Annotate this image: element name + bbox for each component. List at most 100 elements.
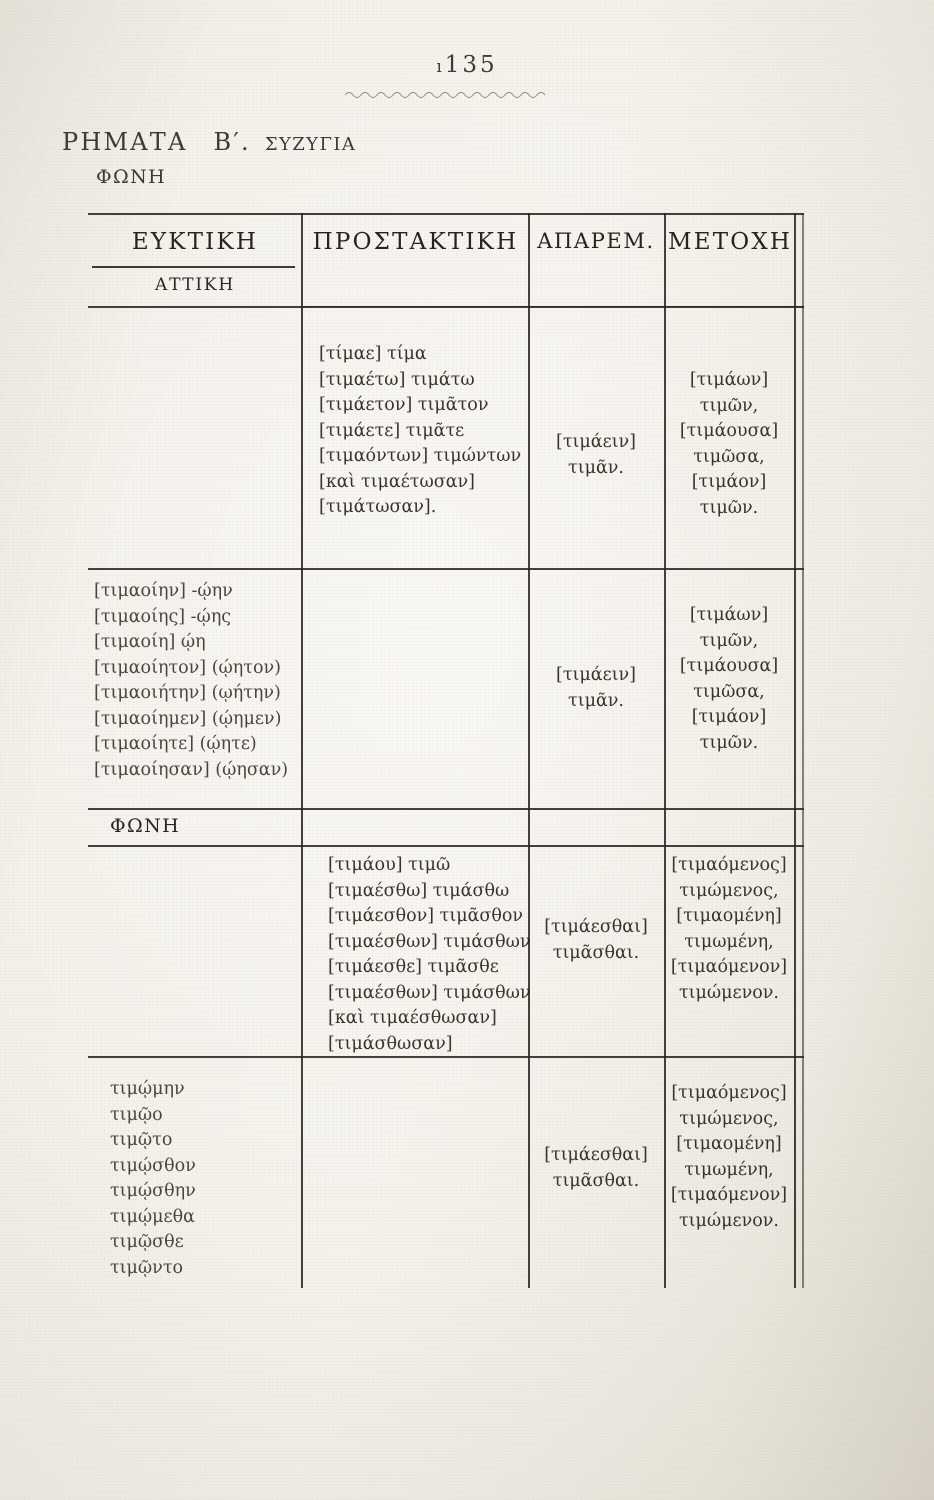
verb-form-line: τιμῷτο xyxy=(110,1130,173,1150)
header-participle: ΜΕΤΟΧΗ xyxy=(668,229,793,255)
verb-form-line: [τιμαοίης] -ῴης xyxy=(94,606,232,627)
verb-form-line: τιμᾶν. xyxy=(568,457,624,478)
verb-form-line: [τίμαε] τίμα xyxy=(319,344,427,364)
verb-form-line: [τιμαόμενος] xyxy=(671,855,787,875)
verb-form-line: [τιμαόμενον] xyxy=(670,1185,788,1205)
verb-form-line: [τιμάων] xyxy=(689,370,769,390)
verb-form-line: [τιμαόντων] τιμώντων xyxy=(319,446,522,466)
row4-optative-cell: τιμῴμην τιμῷο τιμῷτο τιμῴσθον τιμῴσθην τιμῴμε… xyxy=(110,1077,196,1281)
subheader-attic: ΑΤΤΙΚΗ xyxy=(155,275,235,295)
verb-form-line: [τιμάετε] τιμᾶτε xyxy=(319,420,465,441)
verb-form-line: [τιμαοίην] -ῴην xyxy=(94,581,233,601)
verb-form-line: [τιμάουσα] xyxy=(679,421,779,441)
page-number-value: 135 xyxy=(444,52,498,78)
folio-squiggle-ornament xyxy=(345,92,545,98)
verb-form-line: [τιμάειν] xyxy=(556,432,636,452)
row3-infinitive-cell: [τιμάεσθαι] τιμᾶσθαι. xyxy=(530,915,662,966)
optative-header-underline xyxy=(92,266,295,268)
verb-form-line: τιμώμενος, xyxy=(679,1108,779,1129)
verb-form-line: τιμῷντο xyxy=(110,1257,184,1278)
row2-participle-cell: [τιμάων] τιμῶν, [τιμάουσα] τιμῶσα, [τιμάον] τ… xyxy=(666,603,792,756)
running-head-smallcaps: ΣΥΖΥΓΙΑ xyxy=(264,134,357,155)
verb-form-line: [τιμαόμενος] xyxy=(671,1083,787,1103)
verb-form-line: [τιμαοίημεν] (ῴημεν) xyxy=(94,708,282,729)
running-head: ΡΗΜΑΤΑ Β′. ΣΥΖΥΓΙΑ xyxy=(62,128,356,156)
row4-participle-cell: [τιμαόμενος] τιμώμενος, [τιμαομένη] τιμωμέν… xyxy=(666,1081,792,1234)
row2-bottom-rule xyxy=(88,808,804,810)
verb-form-line: [τιμάεσθαι] xyxy=(544,917,648,937)
verb-form-line: τιμῴσθην xyxy=(110,1181,196,1201)
running-head-conjugation: Β′. xyxy=(213,128,251,156)
verb-form-line: τιμᾶσθαι. xyxy=(552,942,640,963)
verb-form-line: τιμῴμεθα xyxy=(110,1206,195,1227)
header-imperative: ΠΡΟΣΤΑΚΤΙΚΗ xyxy=(312,229,519,255)
column-divider-optative-imperative xyxy=(301,213,303,1288)
verb-form-line: [καὶ τιμαέσθωσαν] xyxy=(328,1008,497,1028)
verb-form-line: [τιμαέσθων] τιμάσθων xyxy=(328,982,531,1003)
row2-infinitive-cell: [τιμάειν] τιμᾶν. xyxy=(530,663,662,714)
row1-top-rule xyxy=(88,306,804,308)
row1-imperative-cell: [τίμαε] τίμα [τιμαέτω] τιμάτω [τιμάετον] τ… xyxy=(319,342,521,521)
verb-form-line: τιμῷσθε xyxy=(110,1232,184,1252)
verb-form-line: [τιμαοίητε] (ῴητε) xyxy=(94,734,257,754)
verb-form-line: [τιμάου] τιμῶ xyxy=(328,855,451,875)
verb-form-line: τιμώμενον. xyxy=(678,1210,779,1231)
row3-participle-cell: [τιμαόμενος] τιμώμενος, [τιμαομένη] τιμωμέν… xyxy=(666,853,792,1006)
verb-form-line: [τιμάεσθε] τιμᾶσθε xyxy=(328,957,499,977)
verb-form-line: τιμῴσθον xyxy=(110,1155,196,1176)
verb-form-line: [τιμαομένη] xyxy=(676,906,782,926)
verb-form-line: τιμῷο xyxy=(110,1104,163,1125)
row3-imperative-cell: [τιμάου] τιμῶ [τιμαέσθω] τιμάσθω [τιμάεσθο… xyxy=(328,853,531,1057)
row1-infinitive-cell: [τιμάειν] τιμᾶν. xyxy=(530,430,662,481)
row2-optative-cell: [τιμαοίην] -ῴην [τιμαοίης] -ῴης [τιμαοίη] … xyxy=(94,579,288,783)
voice-label-active: ΦΩΝΗ xyxy=(96,166,167,188)
verb-form-line: [τιμάτωσαν]. xyxy=(319,497,437,517)
verb-form-line: [τιμάσθωσαν] xyxy=(328,1033,453,1054)
verb-form-line: τιμῴμην xyxy=(110,1079,185,1099)
header-infinitive: ΑΠΑΡΕΜ. xyxy=(537,229,655,253)
verb-form-line: [τιμάον] xyxy=(691,472,767,492)
verb-form-line: τιμᾶν. xyxy=(568,690,624,711)
row1-bottom-rule xyxy=(88,568,804,570)
row1-participle-cell: [τιμάων] τιμῶν, [τιμάουσα] τιμῶσα, [τιμάον] τ… xyxy=(666,368,792,521)
verb-form-line: τιμῶν, xyxy=(699,395,759,416)
row3-bottom-rule xyxy=(88,1056,804,1058)
verb-form-line: τιμῶν. xyxy=(699,497,759,518)
verb-form-line: τιμῶσα, xyxy=(693,446,765,467)
table-right-rule-outer xyxy=(802,213,804,1288)
verb-form-line: [τιμαοιήτην] (ῳήτην) xyxy=(94,683,281,703)
verb-form-line: [τιμαοίησαν] (ῴησαν) xyxy=(94,759,289,780)
verb-form-line: [τιμαοίη] ῴη xyxy=(94,632,206,652)
table-header-row: ΕΥΚΤΙΚΗ ΠΡΟΣΤΑΚΤΙΚΗ ΑΠΑΡΕΜ. ΜΕΤΟΧΗ ΑΤΤΙΚ… xyxy=(88,213,804,306)
voice-label-middle: ΦΩΝΗ xyxy=(110,815,181,837)
verb-form-line: [τιμαέτω] τιμάτω xyxy=(319,369,475,390)
column-divider-imperative-infinitive xyxy=(528,213,530,1288)
table-right-rule-inner xyxy=(794,213,796,1288)
verb-form-line: τιμώμενον. xyxy=(678,982,779,1003)
verb-form-line: τιμώμενος, xyxy=(679,880,779,901)
running-head-main: ΡΗΜΑΤΑ xyxy=(62,128,188,156)
verb-form-line: [καὶ τιμαέτωσαν] xyxy=(319,471,475,492)
header-optative: ΕΥΚΤΙΚΗ xyxy=(131,229,259,255)
verb-form-line: [τιμάετον] τιμᾶτον xyxy=(319,395,489,415)
verb-form-line: [τιμαέσθω] τιμάσθω xyxy=(328,880,510,901)
verb-form-line: [τιμαόμενον] xyxy=(670,957,788,977)
verb-form-line: [τιμάων] xyxy=(689,605,769,625)
verb-form-line: [τιμάουσα] xyxy=(679,656,779,676)
verb-form-line: τιμῶν. xyxy=(699,732,759,753)
verb-form-line: [τιμάον] xyxy=(691,707,767,727)
verb-form-line: [τιμάεσθον] τιμᾶσθον xyxy=(328,906,524,926)
verb-form-line: [τιμαομένη] xyxy=(676,1134,782,1154)
page-number: ı135 xyxy=(436,52,498,78)
voice-band-bottom-rule xyxy=(88,845,804,847)
verb-form-line: τιμωμένη, xyxy=(684,1159,774,1180)
verb-form-line: [τιμάειν] xyxy=(556,665,636,685)
verb-form-line: τιμῶσα, xyxy=(693,681,765,702)
verb-form-line: τιμῶν, xyxy=(699,630,759,651)
verb-form-line: [τιμαοίητον] (ῴητον) xyxy=(94,657,281,678)
verb-form-line: [τιμάεσθαι] xyxy=(544,1145,648,1165)
verb-form-line: [τιμαέσθων] τιμάσθων xyxy=(328,931,531,952)
conjugation-table: ΕΥΚΤΙΚΗ ΠΡΟΣΤΑΚΤΙΚΗ ΑΠΑΡΕΜ. ΜΕΤΟΧΗ ΑΤΤΙΚ… xyxy=(88,213,804,1288)
